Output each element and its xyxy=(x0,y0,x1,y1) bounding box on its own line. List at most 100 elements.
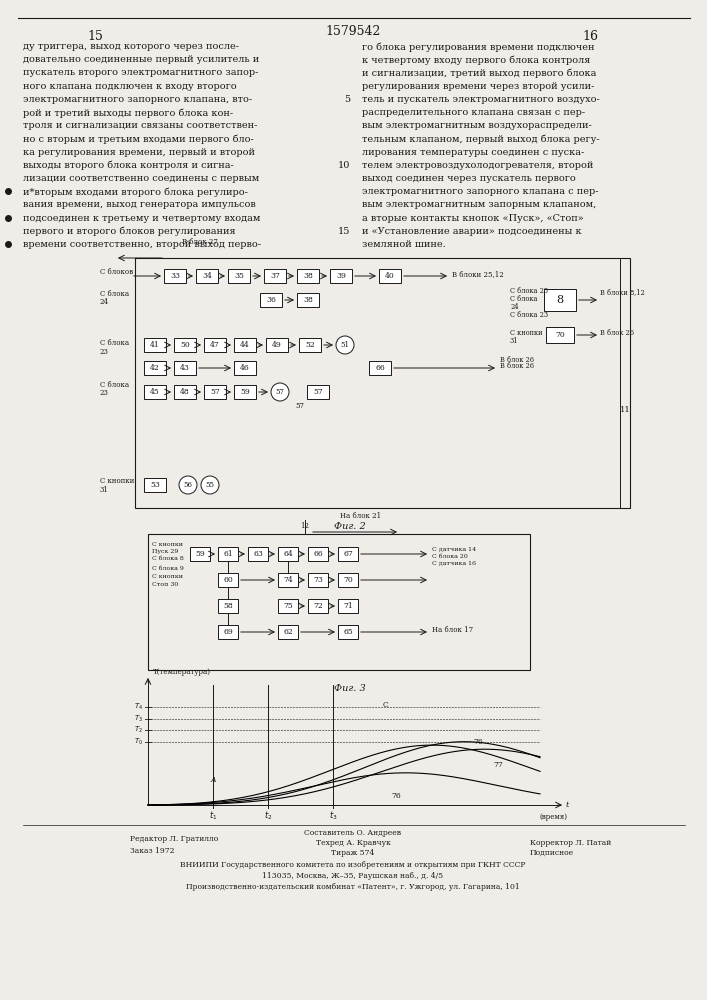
Bar xyxy=(144,385,166,399)
Text: Тираж 574: Тираж 574 xyxy=(332,849,375,857)
Text: С кнопки: С кнопки xyxy=(100,477,134,485)
Bar xyxy=(266,338,288,352)
Text: С кнопки: С кнопки xyxy=(510,329,542,337)
Bar xyxy=(264,269,286,283)
Text: В блок 26: В блок 26 xyxy=(600,329,634,337)
Text: вым электромагнитным запорным клапаном,: вым электромагнитным запорным клапаном, xyxy=(362,200,596,209)
Text: С блока 8: С блока 8 xyxy=(152,556,184,562)
Bar xyxy=(248,547,268,561)
Text: 62: 62 xyxy=(283,628,293,636)
Text: 15: 15 xyxy=(338,227,350,236)
Text: 24: 24 xyxy=(100,298,109,306)
Text: 10: 10 xyxy=(338,161,350,170)
Text: 46: 46 xyxy=(240,364,250,372)
Bar xyxy=(260,293,282,307)
Bar xyxy=(218,573,238,587)
Bar xyxy=(196,269,218,283)
Text: $T_4$: $T_4$ xyxy=(134,702,143,712)
Text: первого и второго блоков регулирования: первого и второго блоков регулирования xyxy=(23,227,235,236)
Text: 65: 65 xyxy=(343,628,353,636)
Text: вания времени, выход генератора импульсов: вания времени, выход генератора импульсо… xyxy=(23,200,256,209)
Text: 76: 76 xyxy=(474,738,483,746)
Text: $t_2$: $t_2$ xyxy=(264,810,272,822)
Text: A: A xyxy=(211,776,216,784)
Text: распределительного клапана связан с пер-: распределительного клапана связан с пер- xyxy=(362,108,585,117)
Text: и*вторым входами второго блока регулиро-: и*вторым входами второго блока регулиро- xyxy=(23,187,248,197)
Text: тель и пускатель электромагнитного воздухо-: тель и пускатель электромагнитного возду… xyxy=(362,95,600,104)
Text: 57: 57 xyxy=(313,388,323,396)
Text: времени соответственно, второй выход перво-: времени соответственно, второй выход пер… xyxy=(23,240,261,249)
Text: 38: 38 xyxy=(303,272,313,280)
Text: земляной шине.: земляной шине. xyxy=(362,240,445,249)
Text: выход соединен через пускатель первого: выход соединен через пускатель первого xyxy=(362,174,575,183)
Text: но с вторым и третьим входами первого бло-: но с вторым и третьим входами первого бл… xyxy=(23,134,254,144)
Text: 31: 31 xyxy=(100,486,109,494)
Text: $t_3$: $t_3$ xyxy=(329,810,337,822)
Bar xyxy=(369,361,391,375)
Bar xyxy=(144,338,166,352)
Text: С блока: С блока xyxy=(100,339,129,347)
Text: Корректор Л. Патай: Корректор Л. Патай xyxy=(530,839,612,847)
Text: В блок 27: В блок 27 xyxy=(182,238,218,246)
Text: С блока: С блока xyxy=(100,290,129,298)
Text: 77: 77 xyxy=(493,761,503,769)
Bar xyxy=(228,269,250,283)
Text: С кнопки: С кнопки xyxy=(152,542,183,546)
Text: С блока 9: С блока 9 xyxy=(152,566,184,570)
Text: тельным клапаном, первый выход блока регу-: тельным клапаном, первый выход блока рег… xyxy=(362,134,600,144)
Text: лирования температуры соединен с пуска-: лирования температуры соединен с пуска- xyxy=(362,148,584,157)
Text: 57: 57 xyxy=(296,402,305,410)
Text: 53: 53 xyxy=(150,481,160,489)
Text: троля и сигнализации связаны соответствен-: троля и сигнализации связаны соответстве… xyxy=(23,121,257,130)
Bar xyxy=(278,547,298,561)
Text: $t_1$: $t_1$ xyxy=(209,810,217,822)
Text: Фиг. 2: Фиг. 2 xyxy=(334,522,366,531)
Bar xyxy=(148,534,530,670)
Text: Подписное: Подписное xyxy=(530,849,574,857)
Text: регулирования времени через второй усили-: регулирования времени через второй усили… xyxy=(362,82,595,91)
Text: электромагнитного запорного клапана с пер-: электромагнитного запорного клапана с пе… xyxy=(362,187,599,196)
Text: 23: 23 xyxy=(100,389,109,397)
Text: 56: 56 xyxy=(184,481,192,489)
Text: 23: 23 xyxy=(100,348,109,356)
Text: рой и третий выходы первого блока кон-: рой и третий выходы первого блока кон- xyxy=(23,108,233,117)
Text: пускатель второго электромагнитного запор-: пускатель второго электромагнитного запо… xyxy=(23,68,258,77)
Text: 64: 64 xyxy=(283,550,293,558)
Bar xyxy=(299,338,321,352)
Text: Производственно-издательский комбинат «Патент», г. Ужгород, ул. Гагарина, 101: Производственно-издательский комбинат «П… xyxy=(186,883,520,891)
Text: С блока: С блока xyxy=(100,381,129,389)
Text: 12: 12 xyxy=(300,522,310,530)
Text: С датчика 14: С датчика 14 xyxy=(432,546,477,552)
Text: 72: 72 xyxy=(313,602,323,610)
Text: выходы второго блока контроля и сигна-: выходы второго блока контроля и сигна- xyxy=(23,161,234,170)
Text: 43: 43 xyxy=(180,364,190,372)
Text: $T_3$: $T_3$ xyxy=(134,714,143,724)
Text: 57: 57 xyxy=(210,388,220,396)
Bar xyxy=(308,599,328,613)
Bar xyxy=(174,361,196,375)
Bar xyxy=(297,269,319,283)
Text: 67: 67 xyxy=(343,550,353,558)
Text: 40: 40 xyxy=(385,272,395,280)
Text: (время): (время) xyxy=(540,813,568,821)
Bar xyxy=(546,327,574,343)
Text: 59: 59 xyxy=(240,388,250,396)
Text: С блоков: С блоков xyxy=(100,268,133,276)
Bar xyxy=(307,385,329,399)
Text: 35: 35 xyxy=(234,272,244,280)
Bar xyxy=(174,338,196,352)
Text: Стоп 30: Стоп 30 xyxy=(152,582,178,586)
Text: С датчика 16: С датчика 16 xyxy=(432,560,476,566)
Text: го блока регулирования времени подключен: го блока регулирования времени подключен xyxy=(362,42,595,51)
Text: На блок 17: На блок 17 xyxy=(432,626,473,634)
Text: $T_2$: $T_2$ xyxy=(134,725,143,735)
Text: 38: 38 xyxy=(303,296,313,304)
Text: 59: 59 xyxy=(195,550,205,558)
Text: 15: 15 xyxy=(87,30,103,43)
Text: 58: 58 xyxy=(223,602,233,610)
Text: 45: 45 xyxy=(150,388,160,396)
Text: лизации соответственно соединены с первым: лизации соответственно соединены с первы… xyxy=(23,174,259,183)
Bar xyxy=(308,547,328,561)
Text: 66: 66 xyxy=(375,364,385,372)
Text: В блоки 25,12: В блоки 25,12 xyxy=(452,270,504,278)
